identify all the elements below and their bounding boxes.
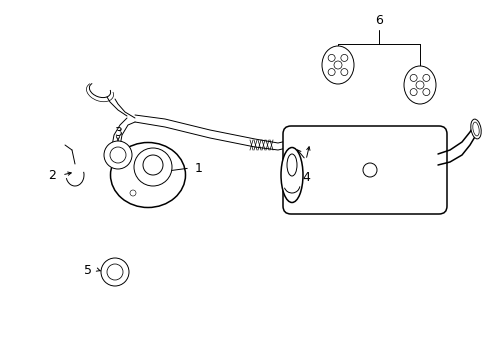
Circle shape	[130, 190, 136, 196]
Circle shape	[409, 89, 416, 95]
Ellipse shape	[470, 119, 480, 139]
Ellipse shape	[403, 66, 435, 104]
Circle shape	[415, 81, 423, 89]
Circle shape	[110, 147, 126, 163]
Ellipse shape	[286, 154, 296, 176]
Circle shape	[327, 68, 334, 76]
Circle shape	[422, 89, 429, 95]
Circle shape	[101, 258, 129, 286]
Circle shape	[422, 75, 429, 81]
Ellipse shape	[134, 148, 172, 186]
Text: 5: 5	[84, 264, 92, 276]
Text: 3: 3	[114, 126, 122, 139]
Circle shape	[104, 141, 132, 169]
Text: 4: 4	[302, 171, 309, 184]
Circle shape	[107, 264, 123, 280]
Circle shape	[340, 68, 347, 76]
Ellipse shape	[281, 148, 303, 202]
FancyBboxPatch shape	[283, 126, 446, 214]
Circle shape	[409, 75, 416, 81]
Ellipse shape	[142, 155, 163, 175]
Circle shape	[340, 54, 347, 62]
Circle shape	[362, 163, 376, 177]
Circle shape	[333, 61, 341, 69]
Text: 2: 2	[48, 168, 56, 181]
Ellipse shape	[321, 46, 353, 84]
Text: 1: 1	[195, 162, 203, 175]
Ellipse shape	[472, 122, 478, 136]
Ellipse shape	[110, 143, 185, 207]
Text: 6: 6	[374, 14, 382, 27]
Circle shape	[327, 54, 334, 62]
